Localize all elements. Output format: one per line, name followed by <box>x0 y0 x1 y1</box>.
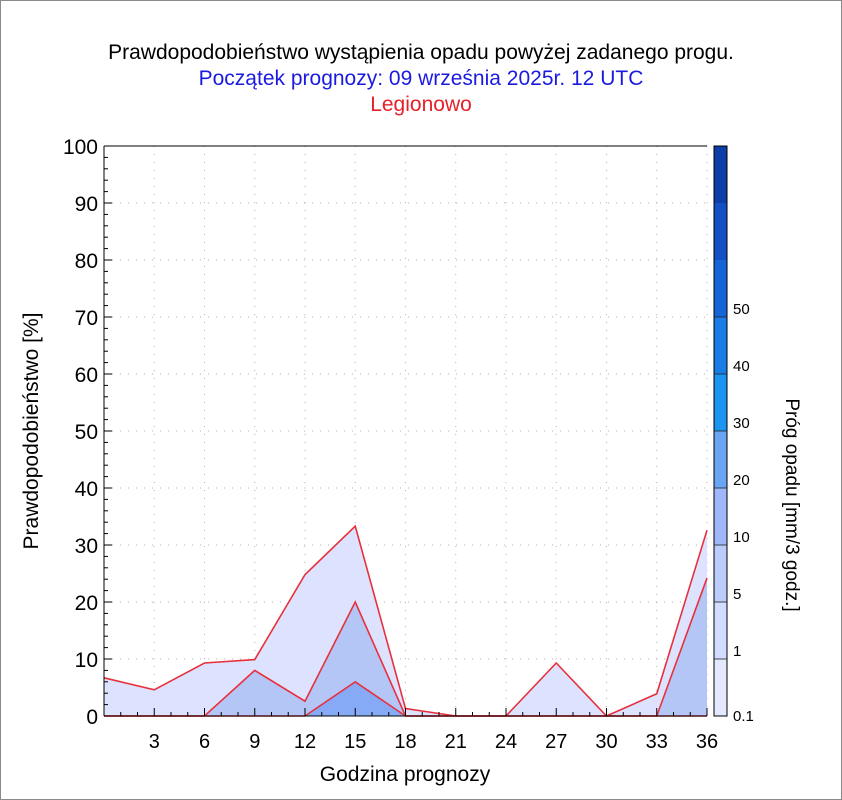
chart-location: Legionowo <box>370 93 472 116</box>
colorbar-tick-label: 5 <box>733 586 741 603</box>
y-tick-label: 80 <box>75 250 98 273</box>
colorbar-segment <box>714 602 727 659</box>
threshold-areas <box>104 526 707 716</box>
y-tick-labels: 0 10 20 30 40 50 60 70 80 90 100 <box>63 136 98 729</box>
x-axis-label: Godzina prognozy <box>320 763 491 786</box>
y-tick-label: 30 <box>75 535 98 558</box>
colorbar-segment <box>714 260 727 317</box>
x-tick-label: 24 <box>495 731 517 753</box>
colorbar-segment <box>714 374 727 431</box>
colorbar-tick-label: 0.1 <box>733 708 754 725</box>
colorbar-segment <box>714 317 727 374</box>
colorbar-tick-label: 20 <box>733 472 750 489</box>
x-tick-label: 9 <box>249 731 260 753</box>
colorbar-tick-label: 40 <box>733 358 750 375</box>
x-tick-label: 15 <box>344 731 366 753</box>
chart-title: Prawdopodobieństwo wystąpienia opadu pow… <box>108 41 734 64</box>
colorbar-segment <box>714 431 727 488</box>
y-tick-label: 60 <box>75 364 98 387</box>
x-tick-label: 30 <box>595 731 617 753</box>
x-tick-label: 12 <box>294 731 316 753</box>
y-tick-label: 50 <box>75 421 98 444</box>
colorbar-segment <box>714 545 727 602</box>
area-threshold-1 <box>104 578 707 716</box>
colorbar-segment <box>714 488 727 545</box>
colorbar-tick-label: 10 <box>733 529 750 546</box>
y-axis-label: Prawdopodobieństwo [%] <box>20 313 43 550</box>
colorbar-segment <box>714 146 727 203</box>
colorbar-segment <box>714 203 727 260</box>
colorbar-label: Próg opadu [mm/3 godz.] <box>781 398 802 611</box>
y-tick-label: 40 <box>75 478 98 501</box>
colorbar-tick-label: 50 <box>733 301 750 318</box>
axes <box>103 145 708 717</box>
area-threshold-0.1 <box>104 526 707 716</box>
colorbar-tick-label: 30 <box>733 415 750 432</box>
x-tick-label: 33 <box>646 731 668 753</box>
colorbar: 0.1 1 5 10 20 30 40 50 <box>713 145 754 725</box>
x-tick-label: 6 <box>199 731 210 753</box>
chart-titles: Prawdopodobieństwo wystąpienia opadu pow… <box>0 40 842 118</box>
grid-lines <box>104 145 708 717</box>
colorbar-tick-label: 1 <box>733 643 741 660</box>
x-tick-label: 21 <box>445 731 467 753</box>
y-tick-label: 10 <box>75 649 98 672</box>
x-tick-labels: 3 6 9 12 15 18 21 24 27 30 33 36 <box>149 731 718 753</box>
x-tick-label: 3 <box>149 731 160 753</box>
x-tick-label: 36 <box>696 731 718 753</box>
colorbar-segment <box>714 659 727 716</box>
x-tick-label: 27 <box>545 731 567 753</box>
y-tick-label: 90 <box>75 193 98 216</box>
chart-subtitle: Początek prognozy: 09 września 2025r. 12… <box>198 67 644 90</box>
x-tick-label: 18 <box>394 731 416 753</box>
y-tick-label: 0 <box>86 706 98 729</box>
y-tick-label: 70 <box>75 307 98 330</box>
y-tick-label: 20 <box>75 592 98 615</box>
y-tick-label: 100 <box>63 136 98 159</box>
